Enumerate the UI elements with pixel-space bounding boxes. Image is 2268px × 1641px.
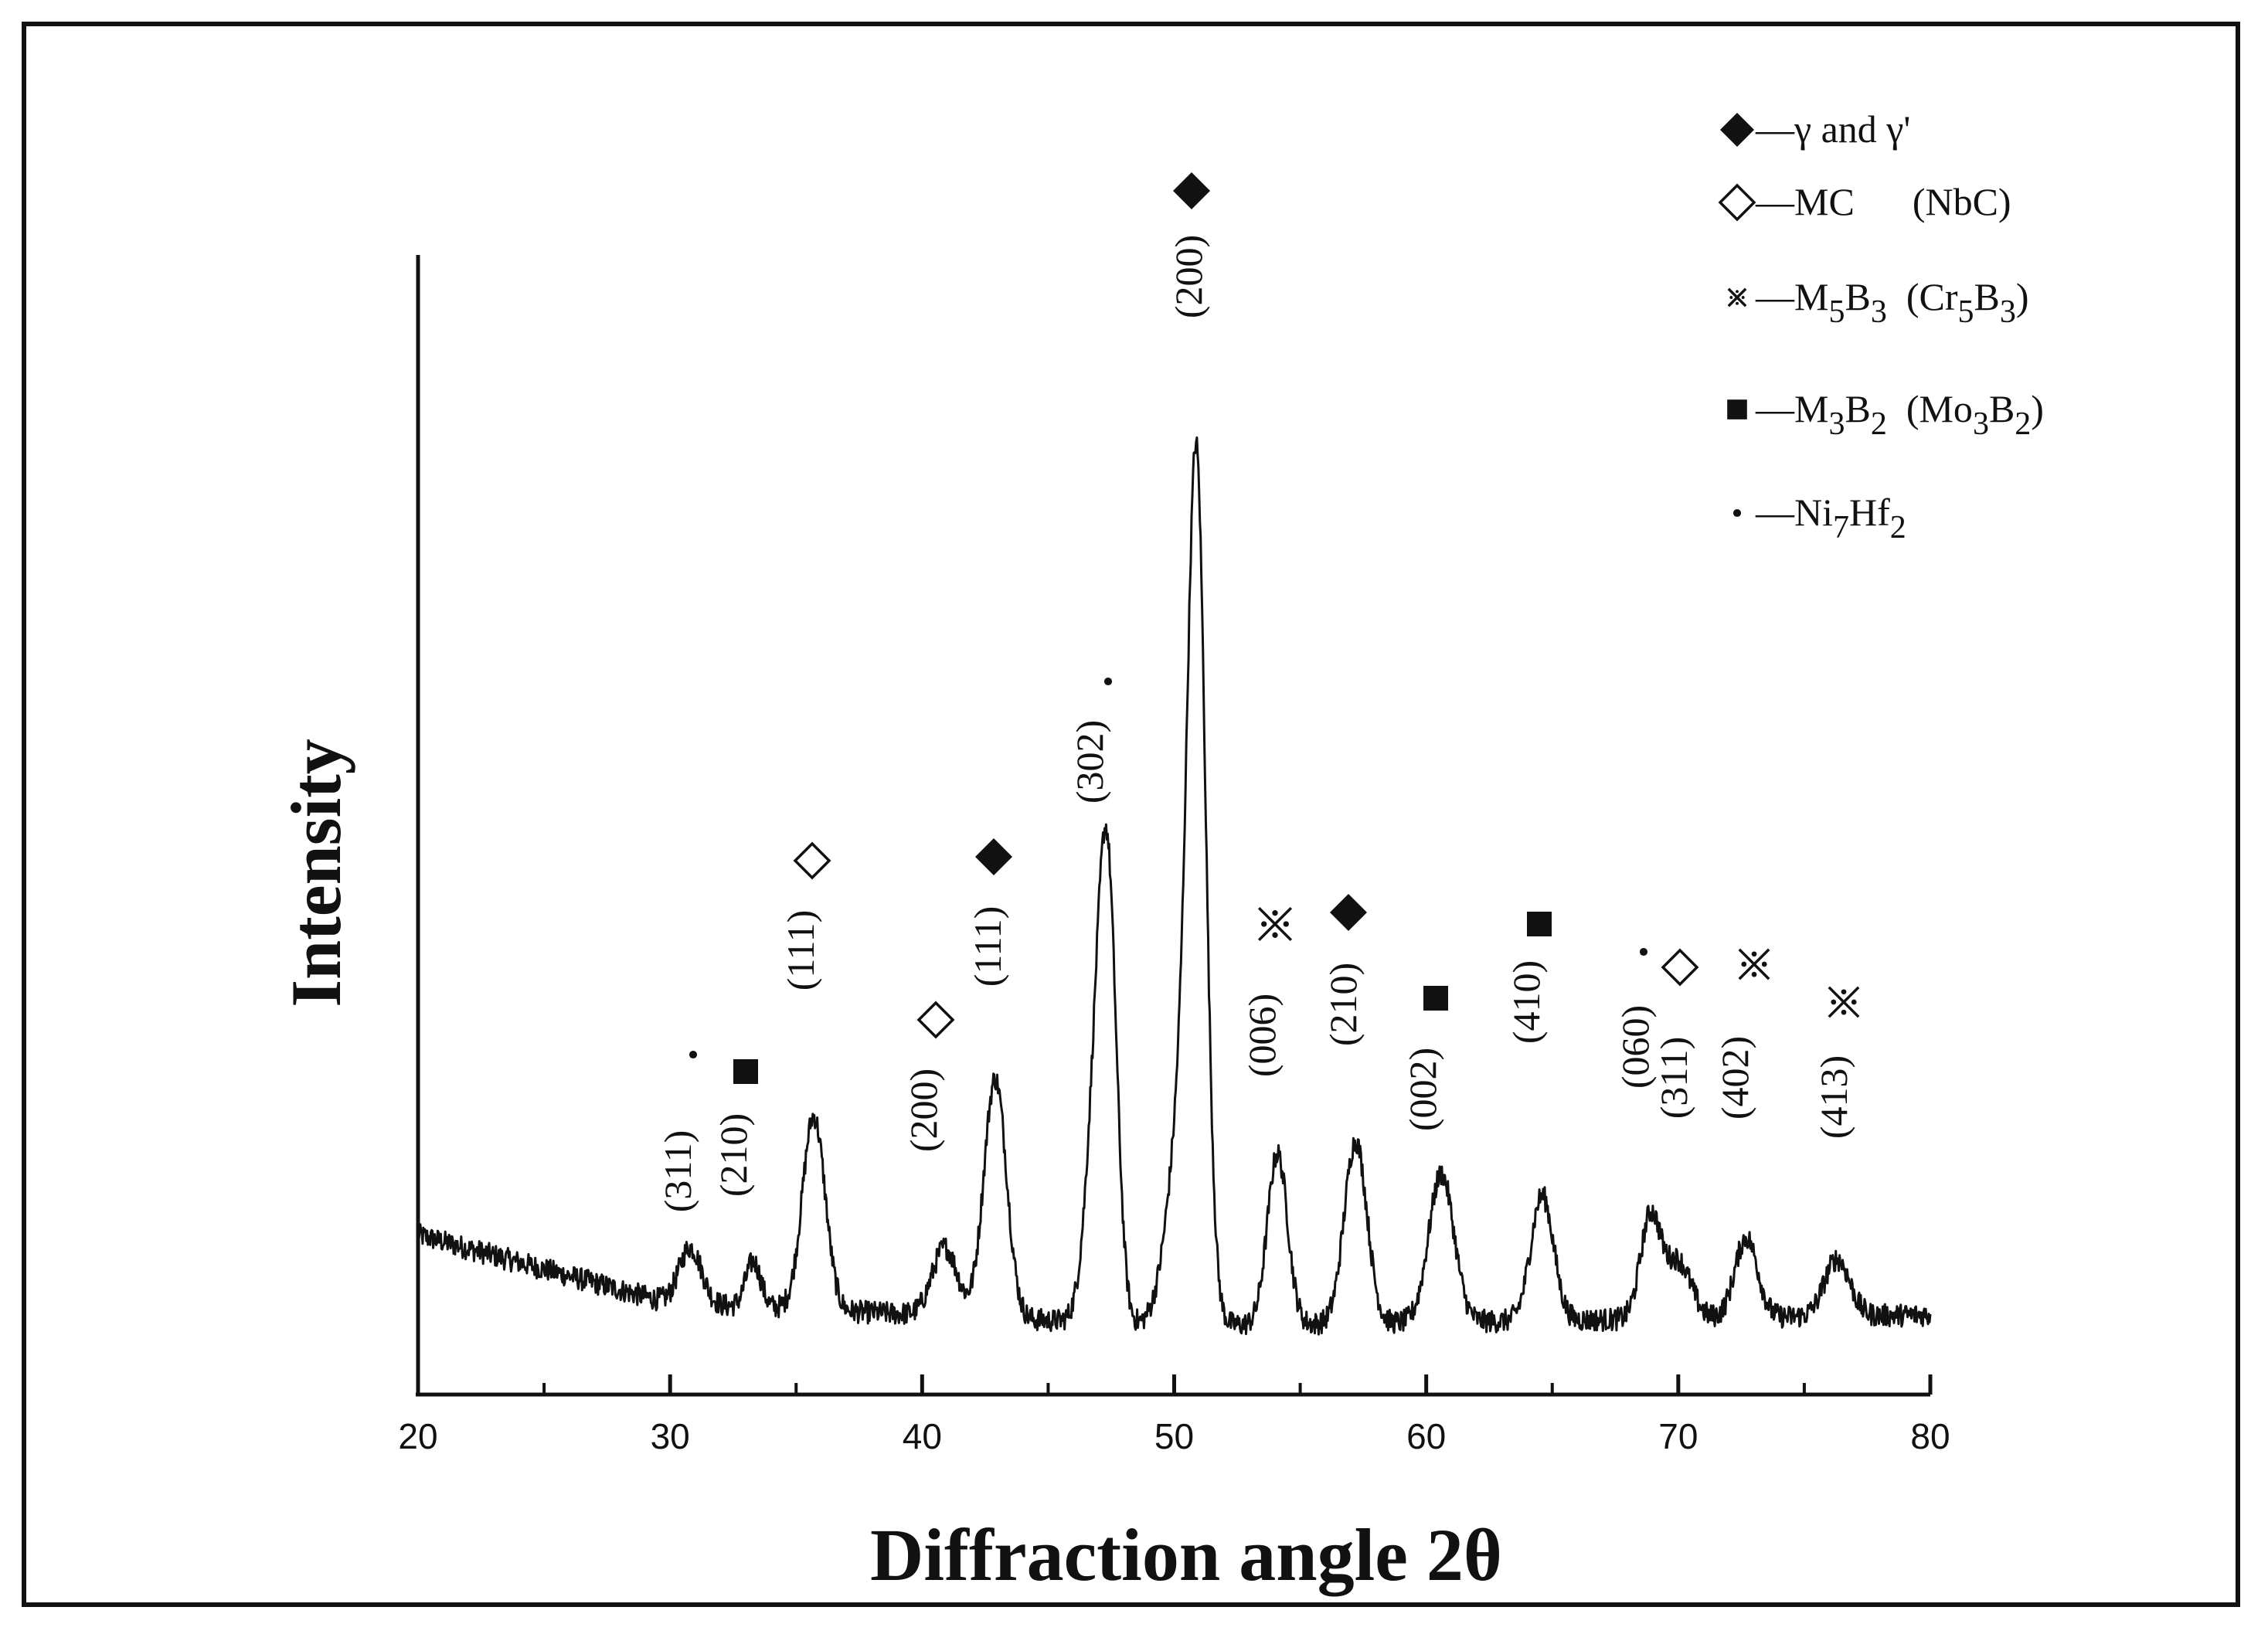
- peak-open-diamond-icon: [916, 1001, 955, 1039]
- legend: — γ and γ'— MC (NbC)— M5B3 (Cr5B3)— M3B2 (Mo…: [1718, 107, 2044, 545]
- x-tick-label: 60: [1406, 1416, 1446, 1456]
- legend-subscript: 2: [2015, 406, 2031, 442]
- x-tick-label: 70: [1658, 1416, 1698, 1456]
- legend-text-part: B: [1845, 387, 1870, 430]
- legend-subscript: 3: [1973, 406, 1989, 442]
- x-tick-label: 80: [1910, 1416, 1950, 1456]
- x-ticks: [416, 1374, 1933, 1395]
- legend-label: M3B2 (Mo3B2): [1794, 387, 2044, 442]
- peak-filled-diamond-icon: [975, 838, 1012, 875]
- peak-annotations: (311) (210) (111) (200) (111) (302) (200) (006)…: [656, 172, 1860, 1212]
- legend-text-part: (Mo: [1887, 387, 1973, 430]
- peak-square-icon: [733, 1059, 758, 1084]
- figure-frame: [22, 22, 2240, 1607]
- peak-open-diamond-icon: [793, 841, 831, 880]
- legend-label: M5B3 (Cr5B3): [1794, 275, 2029, 330]
- legend-dash: —: [1755, 387, 1795, 430]
- legend-dash: —: [1755, 491, 1795, 534]
- peak-dot-icon: [689, 1050, 698, 1059]
- peak-label: (210): [1321, 963, 1365, 1046]
- peak-label: (006): [1240, 994, 1284, 1077]
- legend-kome-icon: [1727, 287, 1747, 307]
- axes: [416, 255, 1930, 1397]
- legend-dash: —: [1755, 275, 1795, 318]
- legend-subscript: 2: [1890, 510, 1906, 545]
- x-tick-label: 30: [651, 1416, 690, 1456]
- legend-text-part: ): [2031, 387, 2044, 430]
- legend-subscript: 5: [1828, 294, 1845, 330]
- peak-label: (111): [779, 910, 822, 991]
- legend-label: MC (NbC): [1794, 180, 2011, 223]
- legend-text-part: B: [1989, 387, 2015, 430]
- legend-subscript: 5: [1957, 294, 1974, 330]
- legend-dash: —: [1755, 107, 1795, 151]
- peak-filled-diamond-icon: [1173, 172, 1210, 209]
- y-axis-title: Intensity: [277, 739, 355, 1007]
- legend-filled-diamond-icon: [1720, 113, 1754, 147]
- legend-text-part: Ni: [1794, 491, 1833, 534]
- legend-dot-icon: [1732, 508, 1742, 518]
- legend-text-part: M: [1794, 275, 1828, 318]
- legend-subscript: 3: [1871, 294, 1887, 330]
- x-tick-label: 40: [903, 1416, 942, 1456]
- peak-label: (302): [1068, 720, 1111, 804]
- legend-subscript: 3: [2000, 294, 2016, 330]
- peak-label: (060): [1613, 1005, 1657, 1089]
- peak-kome-icon: [1738, 948, 1770, 980]
- peak-label: (413): [1812, 1055, 1855, 1139]
- peak-dot-icon: [1103, 677, 1113, 686]
- legend-text-part: B: [1845, 275, 1870, 318]
- peak-label: (111): [966, 906, 1009, 987]
- legend-item: — M3B2 (Mo3B2): [1727, 387, 2044, 442]
- legend-subscript: 3: [1828, 406, 1845, 442]
- legend-label: γ and γ': [1794, 107, 1910, 151]
- legend-text-part: MC: [1794, 180, 1855, 223]
- peak-open-diamond-icon: [1661, 948, 1699, 987]
- peak-label: (200): [902, 1069, 945, 1152]
- legend-open-diamond-icon: [1718, 183, 1756, 222]
- xrd-pattern-line: [417, 436, 1932, 1336]
- peak-label: (410): [1505, 960, 1548, 1044]
- x-tick-label: 50: [1154, 1416, 1194, 1456]
- peak-label: (311): [656, 1130, 699, 1212]
- peak-square-icon: [1423, 986, 1448, 1011]
- peak-filled-diamond-icon: [1330, 894, 1367, 931]
- legend-text-part: B: [1974, 275, 1999, 318]
- legend-item: — MC (NbC): [1718, 180, 2011, 223]
- peak-label: (200): [1167, 235, 1210, 318]
- legend-text-part: M: [1794, 387, 1828, 430]
- x-tick-labels: 20 30 40 50 60 70 80: [398, 1416, 1950, 1456]
- legend-text-part: γ and γ': [1794, 107, 1910, 151]
- legend-item: — Ni7Hf2: [1732, 491, 1906, 545]
- peak-kome-icon: [1257, 906, 1293, 942]
- legend-text-part: (NbC): [1855, 180, 2011, 223]
- legend-square-icon: [1727, 399, 1747, 420]
- peak-label: (402): [1713, 1036, 1756, 1119]
- peak-square-icon: [1527, 912, 1552, 936]
- legend-subscript: 2: [1871, 406, 1887, 442]
- legend-text-part: Hf: [1849, 491, 1890, 534]
- x-axis-title: Diffraction angle 2θ: [870, 1514, 1502, 1596]
- legend-subscript: 7: [1833, 510, 1849, 545]
- legend-item: — γ and γ': [1720, 107, 1910, 151]
- peak-label: (311): [1652, 1037, 1695, 1119]
- legend-dash: —: [1755, 180, 1795, 223]
- peak-kome-icon: [1828, 986, 1860, 1018]
- legend-label: Ni7Hf2: [1794, 491, 1906, 545]
- peak-label: (002): [1401, 1048, 1444, 1131]
- x-tick-label: 20: [398, 1416, 437, 1456]
- peak-label: (210): [712, 1113, 755, 1197]
- legend-text-part: (Cr: [1887, 275, 1958, 318]
- legend-text-part: ): [2016, 275, 2029, 318]
- peak-dot-icon: [1639, 947, 1648, 956]
- legend-item: — M5B3 (Cr5B3): [1727, 275, 2029, 330]
